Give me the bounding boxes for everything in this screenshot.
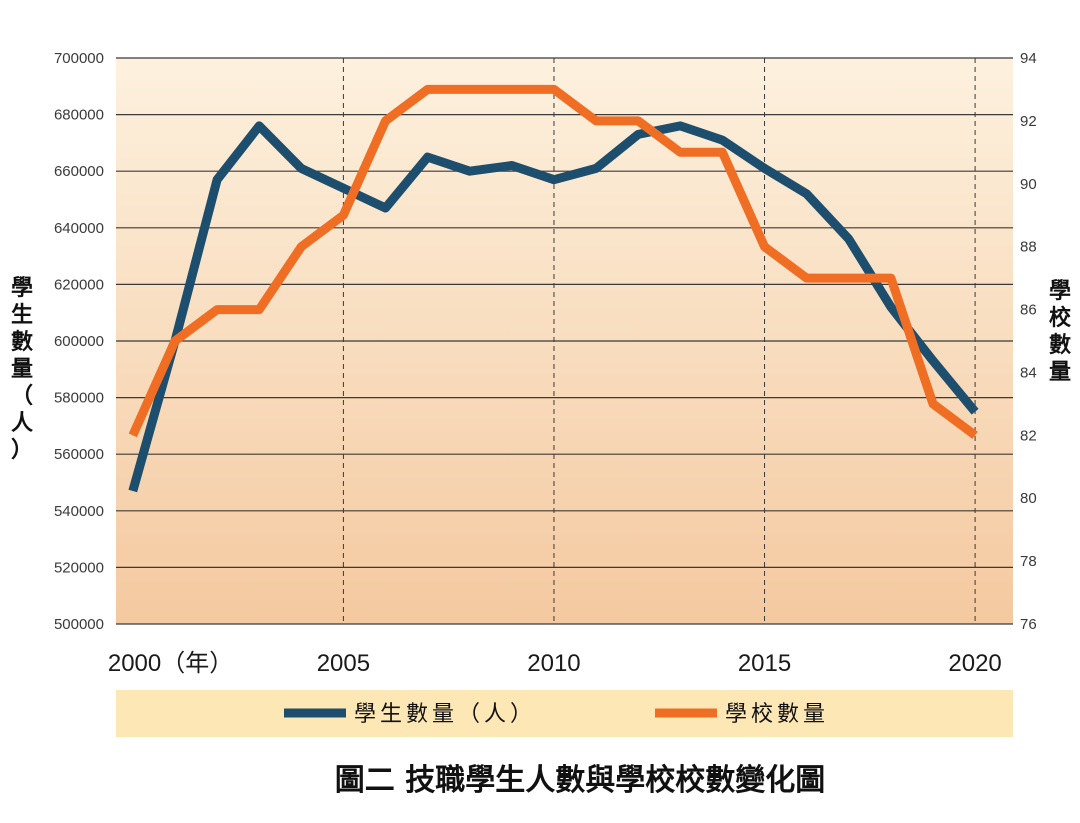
chart-caption: 圖二 技職學生人數與學校校數變化圖: [335, 763, 825, 798]
left-tick-label: 700000: [54, 50, 104, 67]
left-axis-title-char: 人: [11, 411, 33, 436]
series-line-schools: [128, 84, 978, 439]
right-tick-label: 90: [1020, 176, 1037, 193]
right-axis-title-char: 校: [1049, 305, 1072, 331]
x-tick-label: 2000（年）: [108, 650, 233, 677]
right-axis-ticks: 94 92 90 88 86 84 82 80 78 76: [1020, 50, 1037, 633]
left-axis-title-char: 數: [11, 330, 33, 355]
left-tick-label: 660000: [54, 163, 104, 180]
x-tick-label: 2020: [948, 650, 1001, 677]
left-axis-title-char: 量: [11, 357, 33, 382]
left-axis-title: 學生數量（人）: [11, 275, 33, 463]
right-tick-label: 94: [1020, 50, 1037, 67]
series-lines: [128, 84, 979, 493]
right-axis-title-char: 學: [1049, 278, 1071, 304]
left-tick-label: 620000: [54, 276, 104, 293]
left-tick-label: 640000: [54, 220, 104, 237]
left-tick-label: 520000: [54, 559, 104, 576]
legend-band: [116, 690, 1013, 737]
left-axis-title-char: 學: [11, 275, 33, 301]
left-tick-label: 580000: [54, 390, 104, 407]
right-tick-label: 86: [1020, 302, 1037, 319]
right-axis-title: 學校數量: [1049, 278, 1072, 385]
right-tick-label: 76: [1020, 616, 1037, 633]
left-tick-label: 600000: [54, 333, 104, 350]
left-tick-label: 560000: [54, 446, 104, 463]
legend-label-schools: 學校數量: [725, 702, 829, 727]
right-tick-label: 82: [1020, 427, 1037, 444]
series-line-students: [128, 121, 979, 493]
left-axis-title-char: （: [11, 384, 33, 409]
x-tick-label: 2005: [317, 650, 370, 677]
vertical-gridlines: [342, 58, 976, 624]
right-axis-title-char: 數: [1049, 333, 1071, 358]
left-axis-title-char: 生: [11, 303, 33, 328]
left-axis-title-char: ）: [11, 438, 33, 463]
right-tick-label: 78: [1020, 553, 1037, 570]
right-tick-label: 80: [1020, 490, 1037, 507]
right-axis-title-char: 量: [1049, 360, 1071, 385]
x-axis-ticks: 2000（年） 2005 2010 2015 2020: [108, 650, 1002, 677]
legend-label-students: 學生數量（人）: [354, 702, 536, 727]
left-tick-label: 540000: [54, 503, 104, 520]
right-tick-label: 88: [1020, 239, 1037, 256]
left-axis-ticks: 700000 680000 660000 640000 620000 600000 5800…: [54, 50, 104, 633]
x-tick-label: 2010: [527, 650, 580, 677]
horizontal-gridlines: [116, 57, 1013, 625]
right-tick-label: 84: [1020, 364, 1037, 381]
x-tick-label: 2015: [738, 650, 791, 677]
left-tick-label: 680000: [54, 107, 104, 124]
right-tick-label: 92: [1020, 113, 1037, 130]
left-tick-label: 500000: [54, 616, 104, 633]
